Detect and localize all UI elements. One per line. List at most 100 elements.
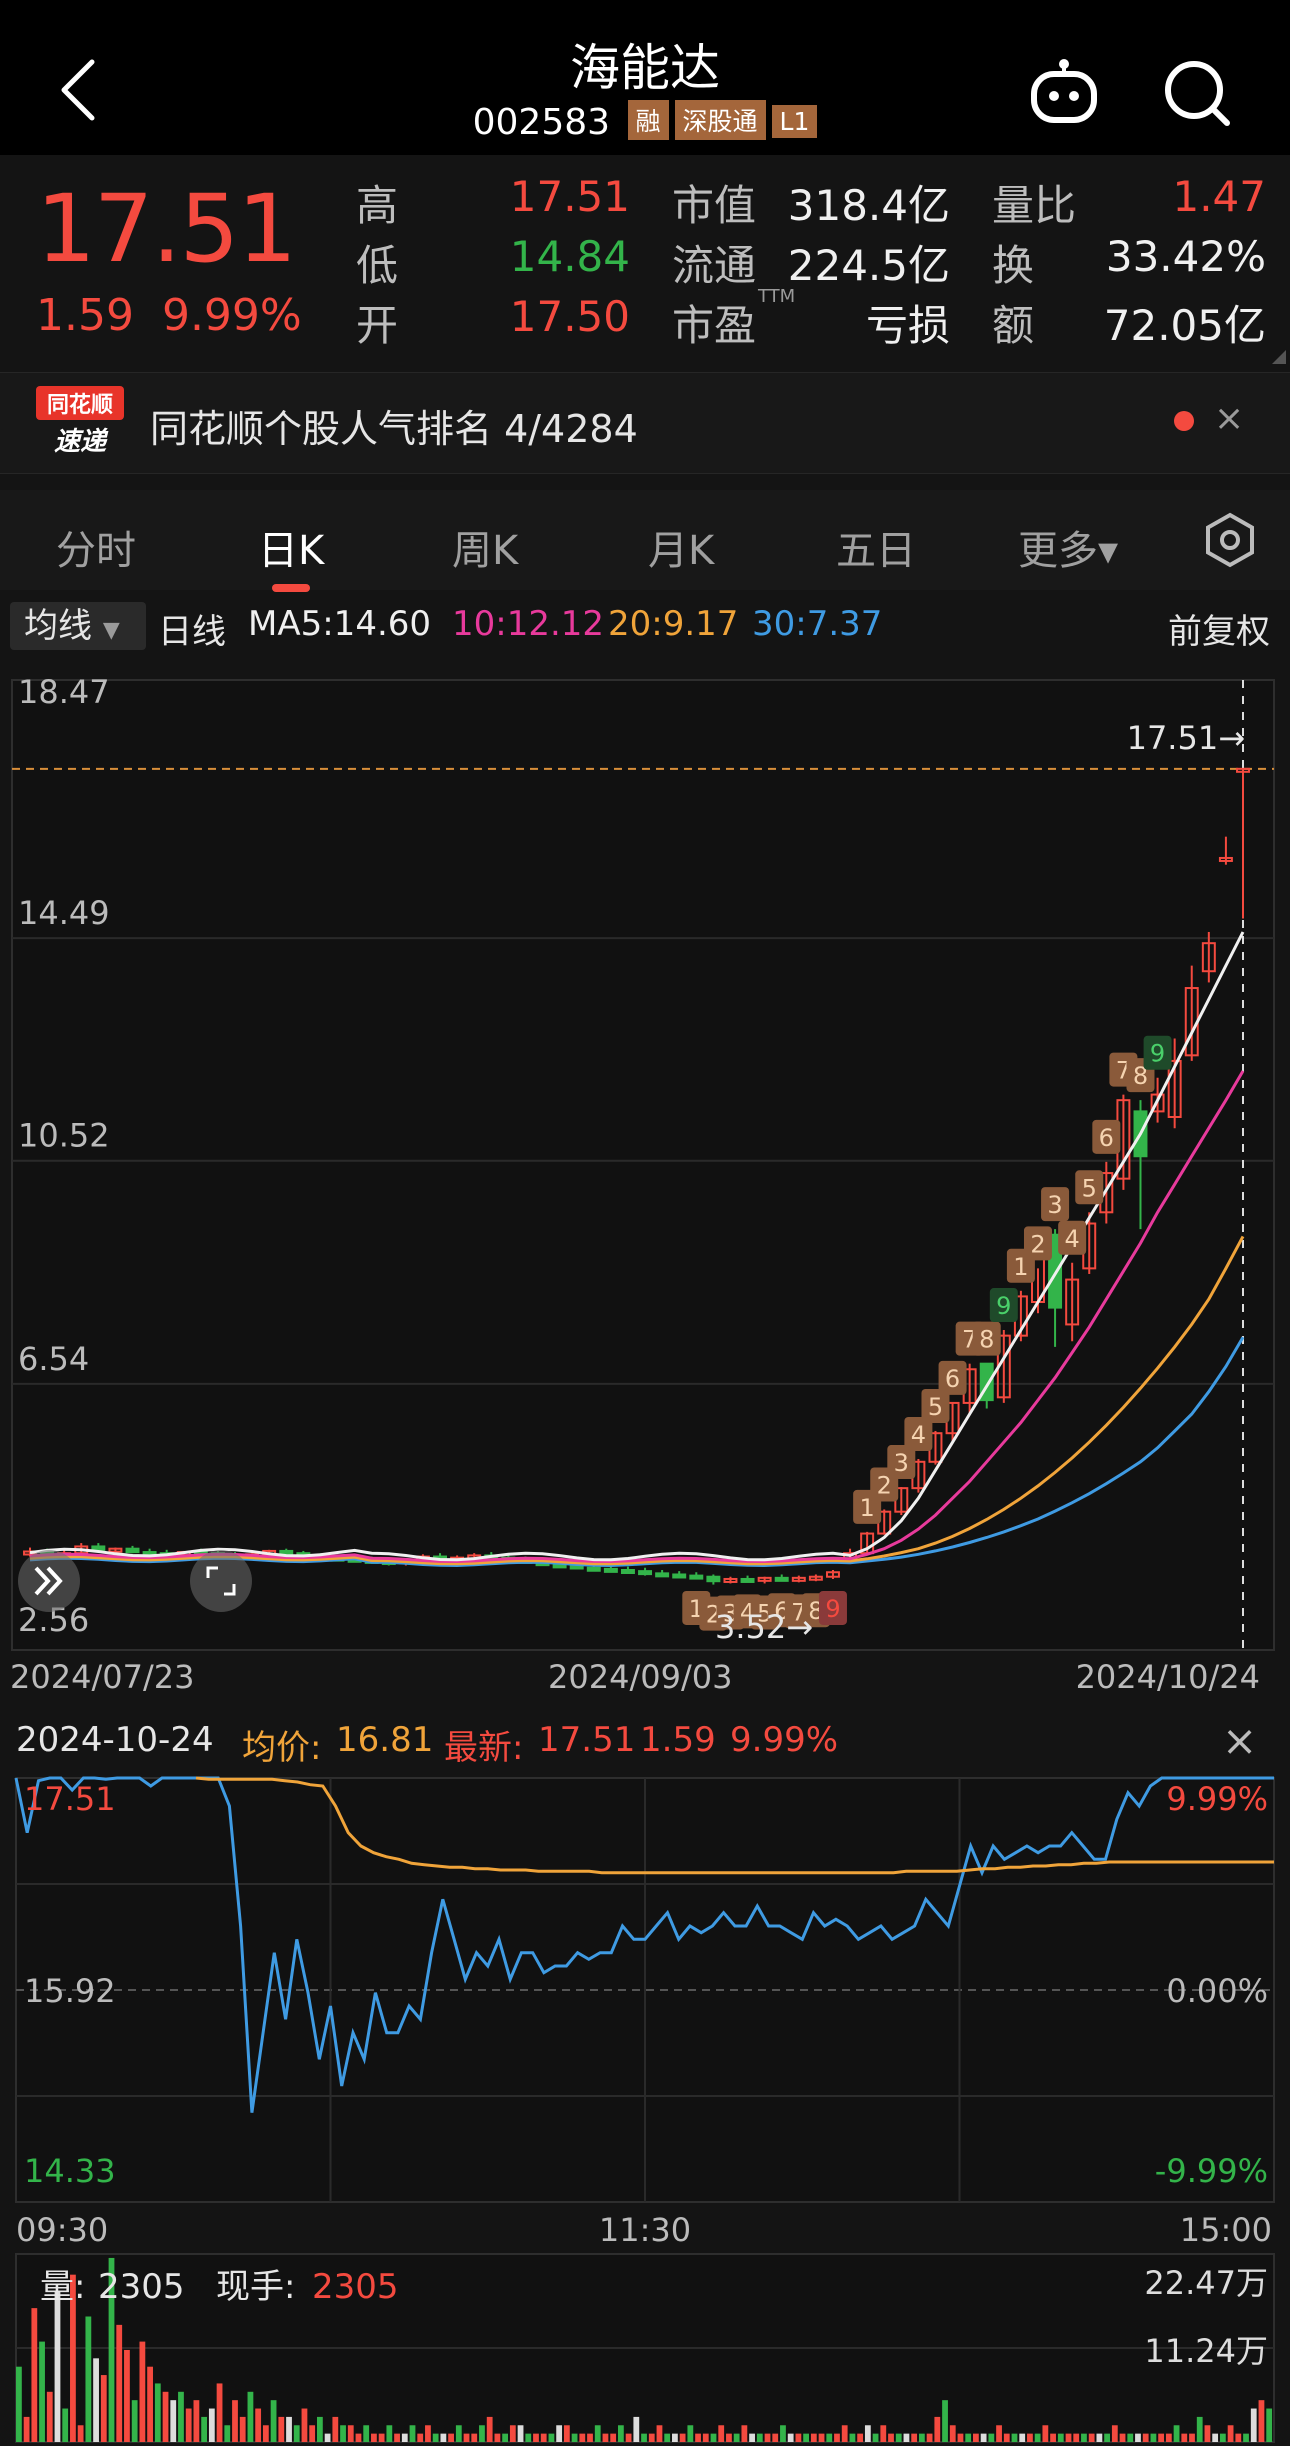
volume-bar [880, 2425, 887, 2442]
latest-percent: 9.99% [730, 1720, 839, 1760]
candle-body [1218, 856, 1233, 862]
volume-bar [1250, 2408, 1257, 2442]
candle-body [1150, 1093, 1165, 1113]
candle-body [603, 1567, 618, 1573]
stock-code-row: 002583 融深股通 L1 [0, 100, 1290, 143]
current-hand-label: 现手: [216, 2267, 295, 2307]
volume-bar [780, 2425, 786, 2442]
volume-bar [494, 2433, 501, 2442]
volume-bar [579, 2433, 586, 2442]
logo-top-text: 同花顺 [47, 392, 113, 418]
td-count-label: 1 [860, 1494, 875, 1522]
logo-bottom-text: 速递 [54, 427, 109, 457]
volume-y-high: 22.47万 [1144, 2264, 1268, 2302]
popularity-banner[interactable] [0, 372, 1290, 474]
chart-settings-icon[interactable] [1202, 512, 1258, 568]
td-count-badge [989, 1288, 1018, 1323]
tab-intraday[interactable]: 分时 [56, 528, 136, 574]
volume-bar [425, 2425, 431, 2442]
volume-bar [888, 2433, 894, 2442]
ma5-value: MA5:14.60 [248, 604, 432, 644]
popularity-rank-text: 同花顺个股人气排名 4/4284 [150, 407, 638, 451]
volume-bar [1258, 2400, 1265, 2442]
volume-bar [479, 2425, 485, 2442]
fullscreen-icon [206, 1566, 236, 1596]
td-count-label: 8 [1133, 1062, 1148, 1090]
td-count-badge [938, 1360, 967, 1395]
td-count-label: 8 [979, 1326, 994, 1354]
banner-close-button[interactable]: × [1214, 398, 1245, 439]
candle-body [825, 1571, 840, 1578]
td-count-label: 5 [1082, 1174, 1097, 1202]
volume-bar [455, 2425, 462, 2442]
volume-bar [1212, 2433, 1219, 2442]
level-tag: L1 [771, 105, 818, 138]
fullscreen-button[interactable] [190, 1550, 252, 1612]
volume-bar [641, 2433, 647, 2442]
time-start: 09:30 [16, 2211, 108, 2249]
volume-bar [355, 2433, 362, 2442]
time-end: 15:00 [1180, 2211, 1272, 2249]
candle-body [638, 1570, 653, 1576]
candle-body [791, 1576, 806, 1582]
intraday-close-button[interactable]: × [1222, 1716, 1258, 1765]
volume-bar [1104, 2433, 1110, 2442]
ma-dropdown-label: 均线 [24, 606, 92, 646]
tab-weekly-k[interactable]: 周K [452, 528, 519, 574]
volume-bar [116, 2324, 123, 2442]
tab-more[interactable]: 更多▾ [1018, 528, 1119, 574]
td-count-badge [1023, 1226, 1052, 1261]
volume-bar [301, 2408, 308, 2442]
volume-bar [332, 2416, 339, 2442]
candle-body [1201, 942, 1216, 973]
price-adjust-button[interactable]: 前复权 [1168, 612, 1270, 652]
volume-bar [1196, 2416, 1203, 2442]
volume-bar [262, 2425, 269, 2442]
volume-bar [1227, 2425, 1234, 2442]
volume-bar [54, 2291, 61, 2442]
volume-bar [695, 2433, 701, 2442]
tab-five-day[interactable]: 五日 [836, 528, 916, 574]
volume-bar [679, 2433, 686, 2442]
volume-bar [1096, 2433, 1103, 2442]
kline-y-label-1: 14.49 [18, 894, 110, 932]
volume-bar [749, 2433, 755, 2442]
quote-value-1-0: 14.84 [509, 232, 630, 281]
volume-bar [926, 2433, 933, 2442]
quote-label-0-2: 量比 [992, 181, 1077, 230]
quote-value-0-2: 1.47 [1172, 172, 1266, 221]
assistant-robot-icon[interactable] [1028, 56, 1100, 128]
volume-bar [1003, 2433, 1010, 2442]
quote-label-2-0: 开 [356, 301, 399, 350]
price-change: 1.59 9.99% [36, 290, 302, 341]
candle-body [1065, 1278, 1080, 1326]
volume-bar [471, 2433, 478, 2442]
double-chevron-icon [34, 1566, 63, 1596]
volume-bar [170, 2400, 177, 2442]
volume-bar [394, 2433, 400, 2442]
volume-bar [849, 2433, 856, 2442]
expand-left-button[interactable] [18, 1550, 80, 1612]
latest-value: 17.51 [538, 1720, 636, 1760]
high-price-marker: 17.51→ [1127, 719, 1245, 757]
volume-bar [1065, 2433, 1072, 2442]
search-icon[interactable] [1162, 58, 1232, 128]
volume-bar [934, 2416, 941, 2442]
tab-monthly-k[interactable]: 月K [648, 528, 715, 574]
volume-bar [602, 2433, 609, 2442]
volume-bar [996, 2425, 1002, 2442]
intraday-date: 2024-10-24 [16, 1720, 214, 1760]
last-price: 17.51 [36, 175, 297, 284]
intraday-chart[interactable]: 17.51 15.92 14.33 9.99% 0.00% -9.99% [0, 1770, 1290, 2210]
volume-y-mid: 11.24万 [1144, 2332, 1268, 2370]
volume-bar [70, 2274, 76, 2442]
tab-daily-k[interactable]: 日K [258, 528, 325, 574]
volume-label: 量: [40, 2267, 85, 2307]
ma-dropdown[interactable]: 均线 ▼ [10, 602, 146, 650]
volume-bar [201, 2416, 208, 2442]
back-arrow-icon[interactable] [60, 58, 96, 122]
volume-chart[interactable]: 量: 2305 现手: 2305 22.47万 11.24万 [0, 2250, 1290, 2446]
volume-bar [741, 2425, 748, 2442]
intraday-y-mid: 15.92 [24, 1972, 116, 2010]
